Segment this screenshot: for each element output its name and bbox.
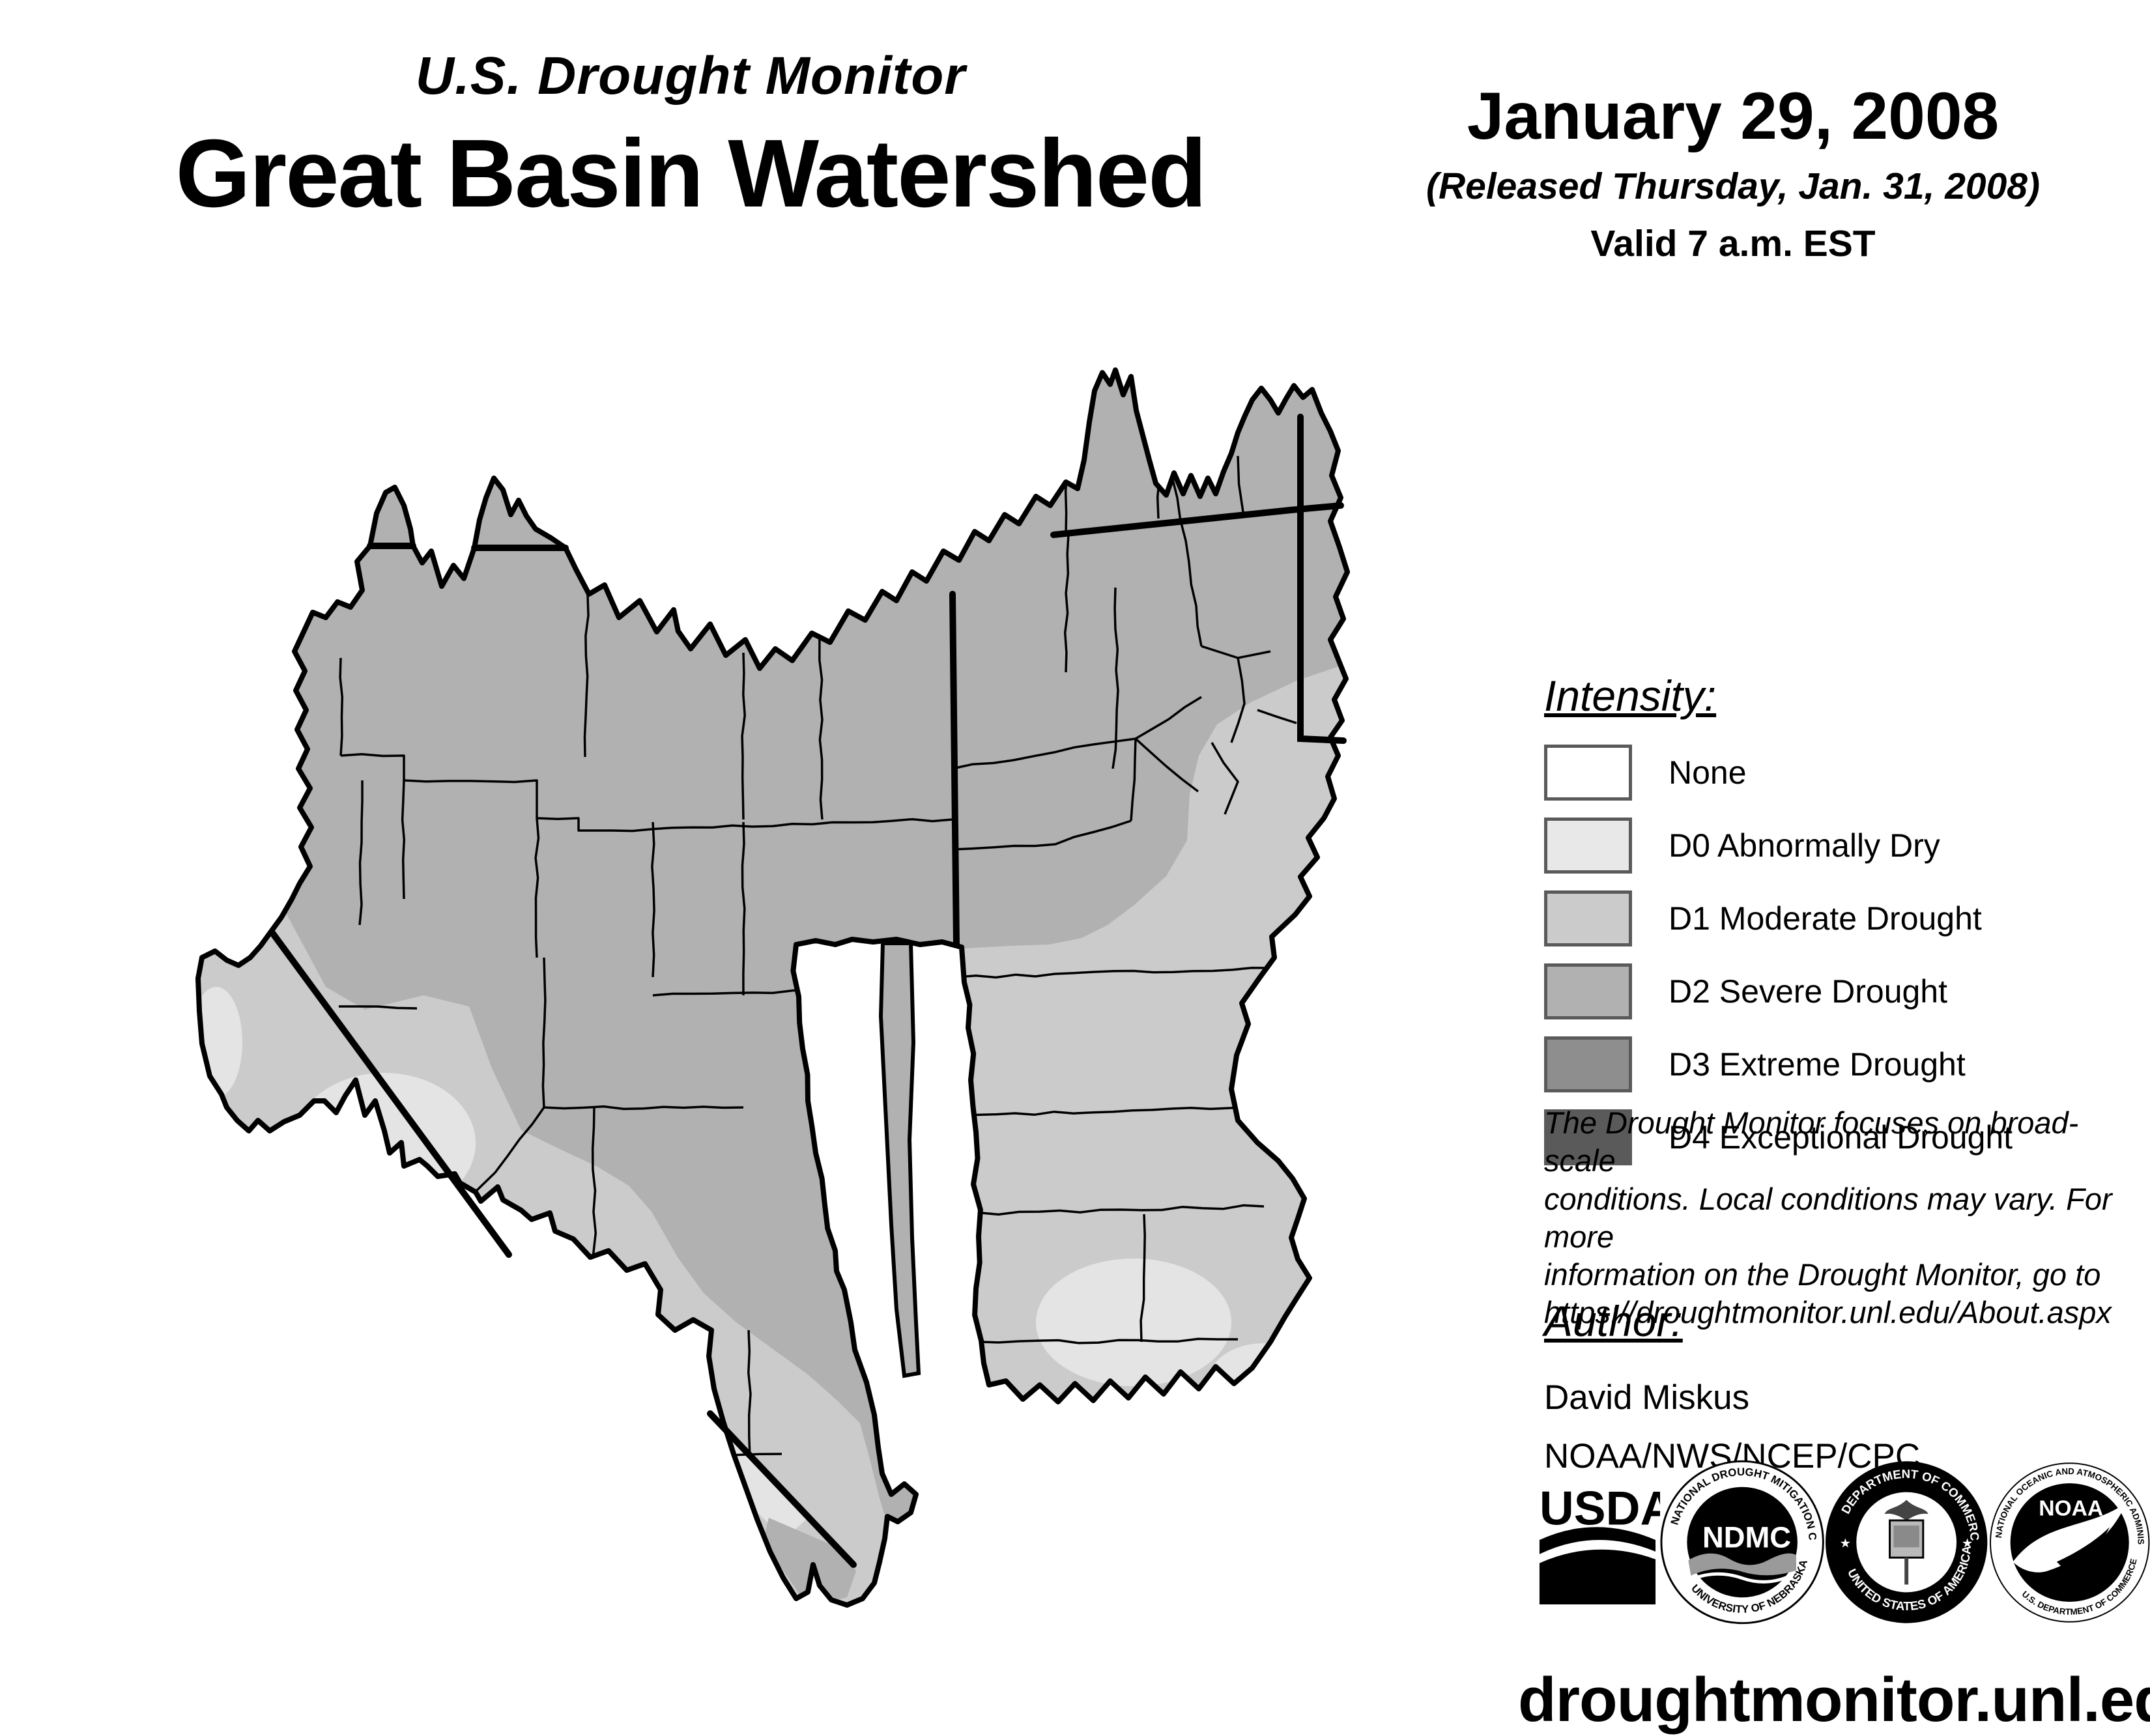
author-heading: Author:: [1544, 1297, 1683, 1345]
commerce-seal-icon: DEPARTMENT OF COMMERCE UNITED STATES OF …: [1826, 1461, 1988, 1623]
header: U.S. Drought Monitor Great Basin Watersh…: [163, 46, 1218, 229]
author-name: David Miskus: [1544, 1378, 1750, 1417]
legend-row-d2: D2 Severe Drought: [1544, 963, 2130, 1020]
svg-text:NOAA: NOAA: [2039, 1496, 2103, 1520]
noaa-logo-icon: NATIONAL OCEANIC AND ATMOSPHERIC ADMINIS…: [1989, 1462, 2149, 1623]
swatch-d1: [1544, 890, 1632, 946]
swatch-d2: [1544, 963, 1632, 1019]
legend-row-d3: D3 Extreme Drought: [1544, 1036, 2130, 1093]
date-block: January 29, 2008 (Released Thursday, Jan…: [1414, 78, 2052, 265]
report-title: U.S. Drought Monitor: [415, 46, 966, 106]
legend-row-d1: D1 Moderate Drought: [1544, 890, 2130, 947]
map-date: January 29, 2008: [1467, 79, 2000, 153]
svg-text:★: ★: [1962, 1536, 1973, 1550]
drought-map: [195, 367, 1350, 1608]
droughtmonitor-url: droughtmonitor.unl.edu: [1518, 1665, 2150, 1735]
legend-row-d0: D0 Abnormally Dry: [1544, 817, 2130, 874]
intensity-legend: Intensity: None D0 Abnormally Dry D1 Mod…: [1544, 671, 2130, 1182]
valid-time: Valid 7 a.m. EST: [1590, 223, 1876, 264]
page-title: Great Basin Watershed: [175, 120, 1207, 227]
svg-text:NDMC: NDMC: [1702, 1520, 1791, 1554]
usda-logo-icon: USDA: [1538, 1481, 1660, 1604]
swatch-d0: [1544, 818, 1632, 874]
agency-logos: USDA NATIONAL DROUGHT MITIGATION CENTER …: [1534, 1456, 2150, 1629]
svg-text:USDA: USDA: [1540, 1481, 1660, 1535]
ndmc-logo-icon: NATIONAL DROUGHT MITIGATION CENTER UNIVE…: [1660, 1460, 1824, 1625]
legend-heading: Intensity:: [1544, 672, 1717, 720]
swatch-d3: [1544, 1036, 1632, 1092]
swatch-none: [1544, 745, 1632, 801]
svg-text:★: ★: [1840, 1536, 1852, 1550]
released-date: (Released Thursday, Jan. 31, 2008): [1426, 165, 2040, 207]
disclaimer-text: The Drought Monitor focuses on broad-sca…: [1544, 1105, 2112, 1330]
legend-row-d4: D4 Exceptional Drought: [1544, 1109, 2130, 1166]
legend-row-none: None: [1544, 744, 2130, 801]
swatch-d4: [1544, 1109, 1632, 1165]
